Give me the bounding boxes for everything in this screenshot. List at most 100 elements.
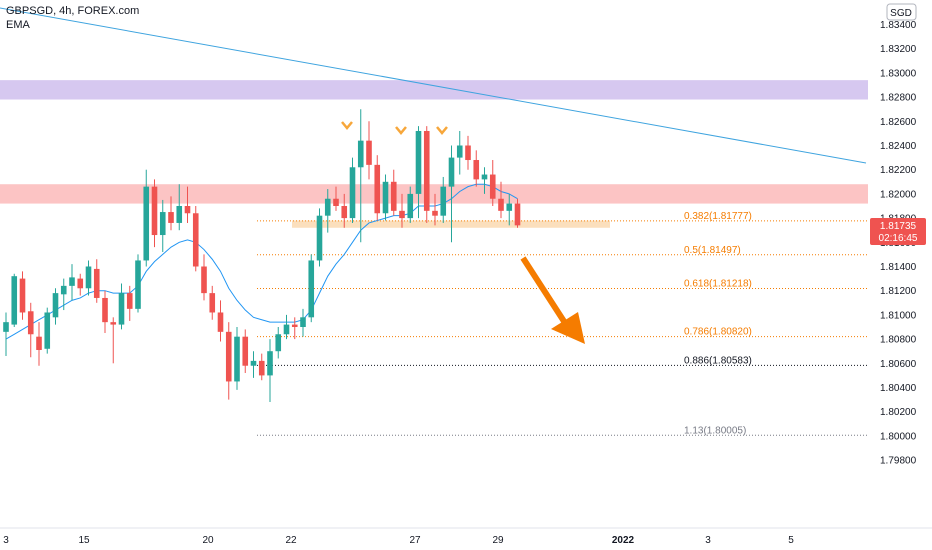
fib-label: 0.5(1.81497) — [684, 245, 741, 256]
candle — [85, 260, 92, 296]
candle — [440, 176, 447, 223]
time-tick-label: 2022 — [612, 535, 635, 546]
symbol-title[interactable]: GBPSGD, 4h, FOREX.com — [6, 5, 140, 17]
price-tick-label: 1.80200 — [880, 407, 917, 418]
candle — [242, 329, 249, 373]
price-tick-label: 1.80000 — [880, 431, 917, 442]
candle — [423, 126, 430, 223]
last-price-tag: 1.81735 02:16:45 — [870, 217, 926, 245]
candle — [481, 167, 488, 194]
indicator-label[interactable]: EMA — [6, 19, 30, 31]
candle — [3, 312, 9, 357]
candle — [324, 189, 331, 233]
candle — [506, 193, 513, 226]
price-axis[interactable] — [868, 0, 932, 528]
candles-layer — [3, 109, 521, 403]
last-price-value: 1.81735 — [880, 221, 917, 232]
candle — [118, 283, 125, 330]
candle — [514, 198, 521, 228]
markers-layer — [341, 121, 448, 135]
time-axis[interactable] — [0, 528, 932, 550]
candle — [77, 273, 84, 296]
supply-zone — [0, 184, 868, 204]
candle — [432, 193, 438, 226]
candle — [465, 135, 471, 170]
candle — [333, 186, 339, 211]
candle — [159, 199, 166, 252]
price-tick-label: 1.81200 — [880, 286, 917, 297]
candle — [275, 327, 282, 359]
candle — [456, 130, 463, 175]
price-tick-label: 1.80800 — [880, 335, 917, 346]
candle — [489, 160, 496, 206]
candle — [448, 145, 455, 243]
candle — [258, 353, 265, 381]
ema-line — [5, 183, 518, 340]
candle — [399, 193, 405, 228]
candle — [36, 322, 42, 366]
top-marker-1 — [341, 121, 353, 130]
time-tick-label: 27 — [409, 535, 421, 546]
candle — [366, 121, 372, 180]
candle — [102, 290, 108, 334]
candle — [44, 307, 51, 354]
candle — [184, 186, 191, 223]
price-tick-label: 1.82600 — [880, 117, 917, 128]
last-price-countdown: 02:16:45 — [879, 233, 918, 244]
candle — [27, 302, 34, 358]
candle — [93, 259, 100, 303]
candle — [250, 351, 257, 378]
candle — [300, 308, 306, 337]
price-tick-label: 1.82800 — [880, 93, 917, 104]
candle — [291, 317, 298, 340]
candle — [341, 193, 348, 228]
candle — [126, 285, 133, 321]
candle — [283, 314, 290, 340]
candle — [225, 322, 232, 400]
top-marker-3 — [436, 126, 448, 135]
candle — [374, 155, 381, 221]
candle — [60, 278, 67, 311]
candle — [143, 169, 150, 267]
price-tick-label: 1.82200 — [880, 165, 917, 176]
fib-label: 0.618(1.81218) — [684, 279, 752, 290]
time-tick-label: 22 — [285, 535, 297, 546]
candle — [234, 327, 240, 390]
top-marker-2 — [395, 126, 407, 135]
candle — [176, 184, 183, 231]
currency-label: SGD — [890, 8, 912, 19]
price-tick-label: 1.81000 — [880, 310, 917, 321]
fib-layer: 0.382(1.81777) 0.5(1.81497) 0.618(1.81218)… — [257, 211, 868, 436]
fib-label: 1.13(1.80005) — [684, 425, 746, 436]
price-tick-label: 1.82400 — [880, 141, 917, 152]
price-tick-label: 1.80400 — [880, 383, 917, 394]
candle — [11, 273, 18, 327]
candle — [415, 126, 422, 219]
resistance-zone — [0, 80, 868, 100]
currency-badge — [886, 3, 917, 21]
price-tick-label: 1.80600 — [880, 359, 917, 370]
price-tick-label: 1.81400 — [880, 262, 917, 273]
candle — [135, 254, 141, 313]
candle — [316, 208, 323, 267]
price-tick-label: 1.83400 — [880, 20, 917, 31]
fib-label: 0.786(1.80820) — [684, 327, 752, 338]
candle — [390, 169, 397, 216]
time-tick-label: 3 — [3, 535, 9, 546]
candle — [192, 206, 199, 272]
downside-arrow — [520, 256, 585, 344]
time-tick-label: 5 — [788, 535, 794, 546]
candle — [407, 186, 414, 223]
candle — [209, 285, 216, 320]
candle — [52, 288, 59, 325]
candle — [349, 157, 356, 223]
time-tick-label: 29 — [492, 535, 504, 546]
time-tick-label: 20 — [202, 535, 214, 546]
fib-label: 0.382(1.81777) — [684, 211, 752, 222]
price-tick-label: 1.82000 — [880, 189, 917, 200]
time-axis-ticks: 3 15 20 22 27 29 2022 3 5 — [3, 535, 794, 546]
candle — [498, 181, 504, 219]
candle — [151, 179, 158, 248]
candle — [110, 317, 117, 364]
